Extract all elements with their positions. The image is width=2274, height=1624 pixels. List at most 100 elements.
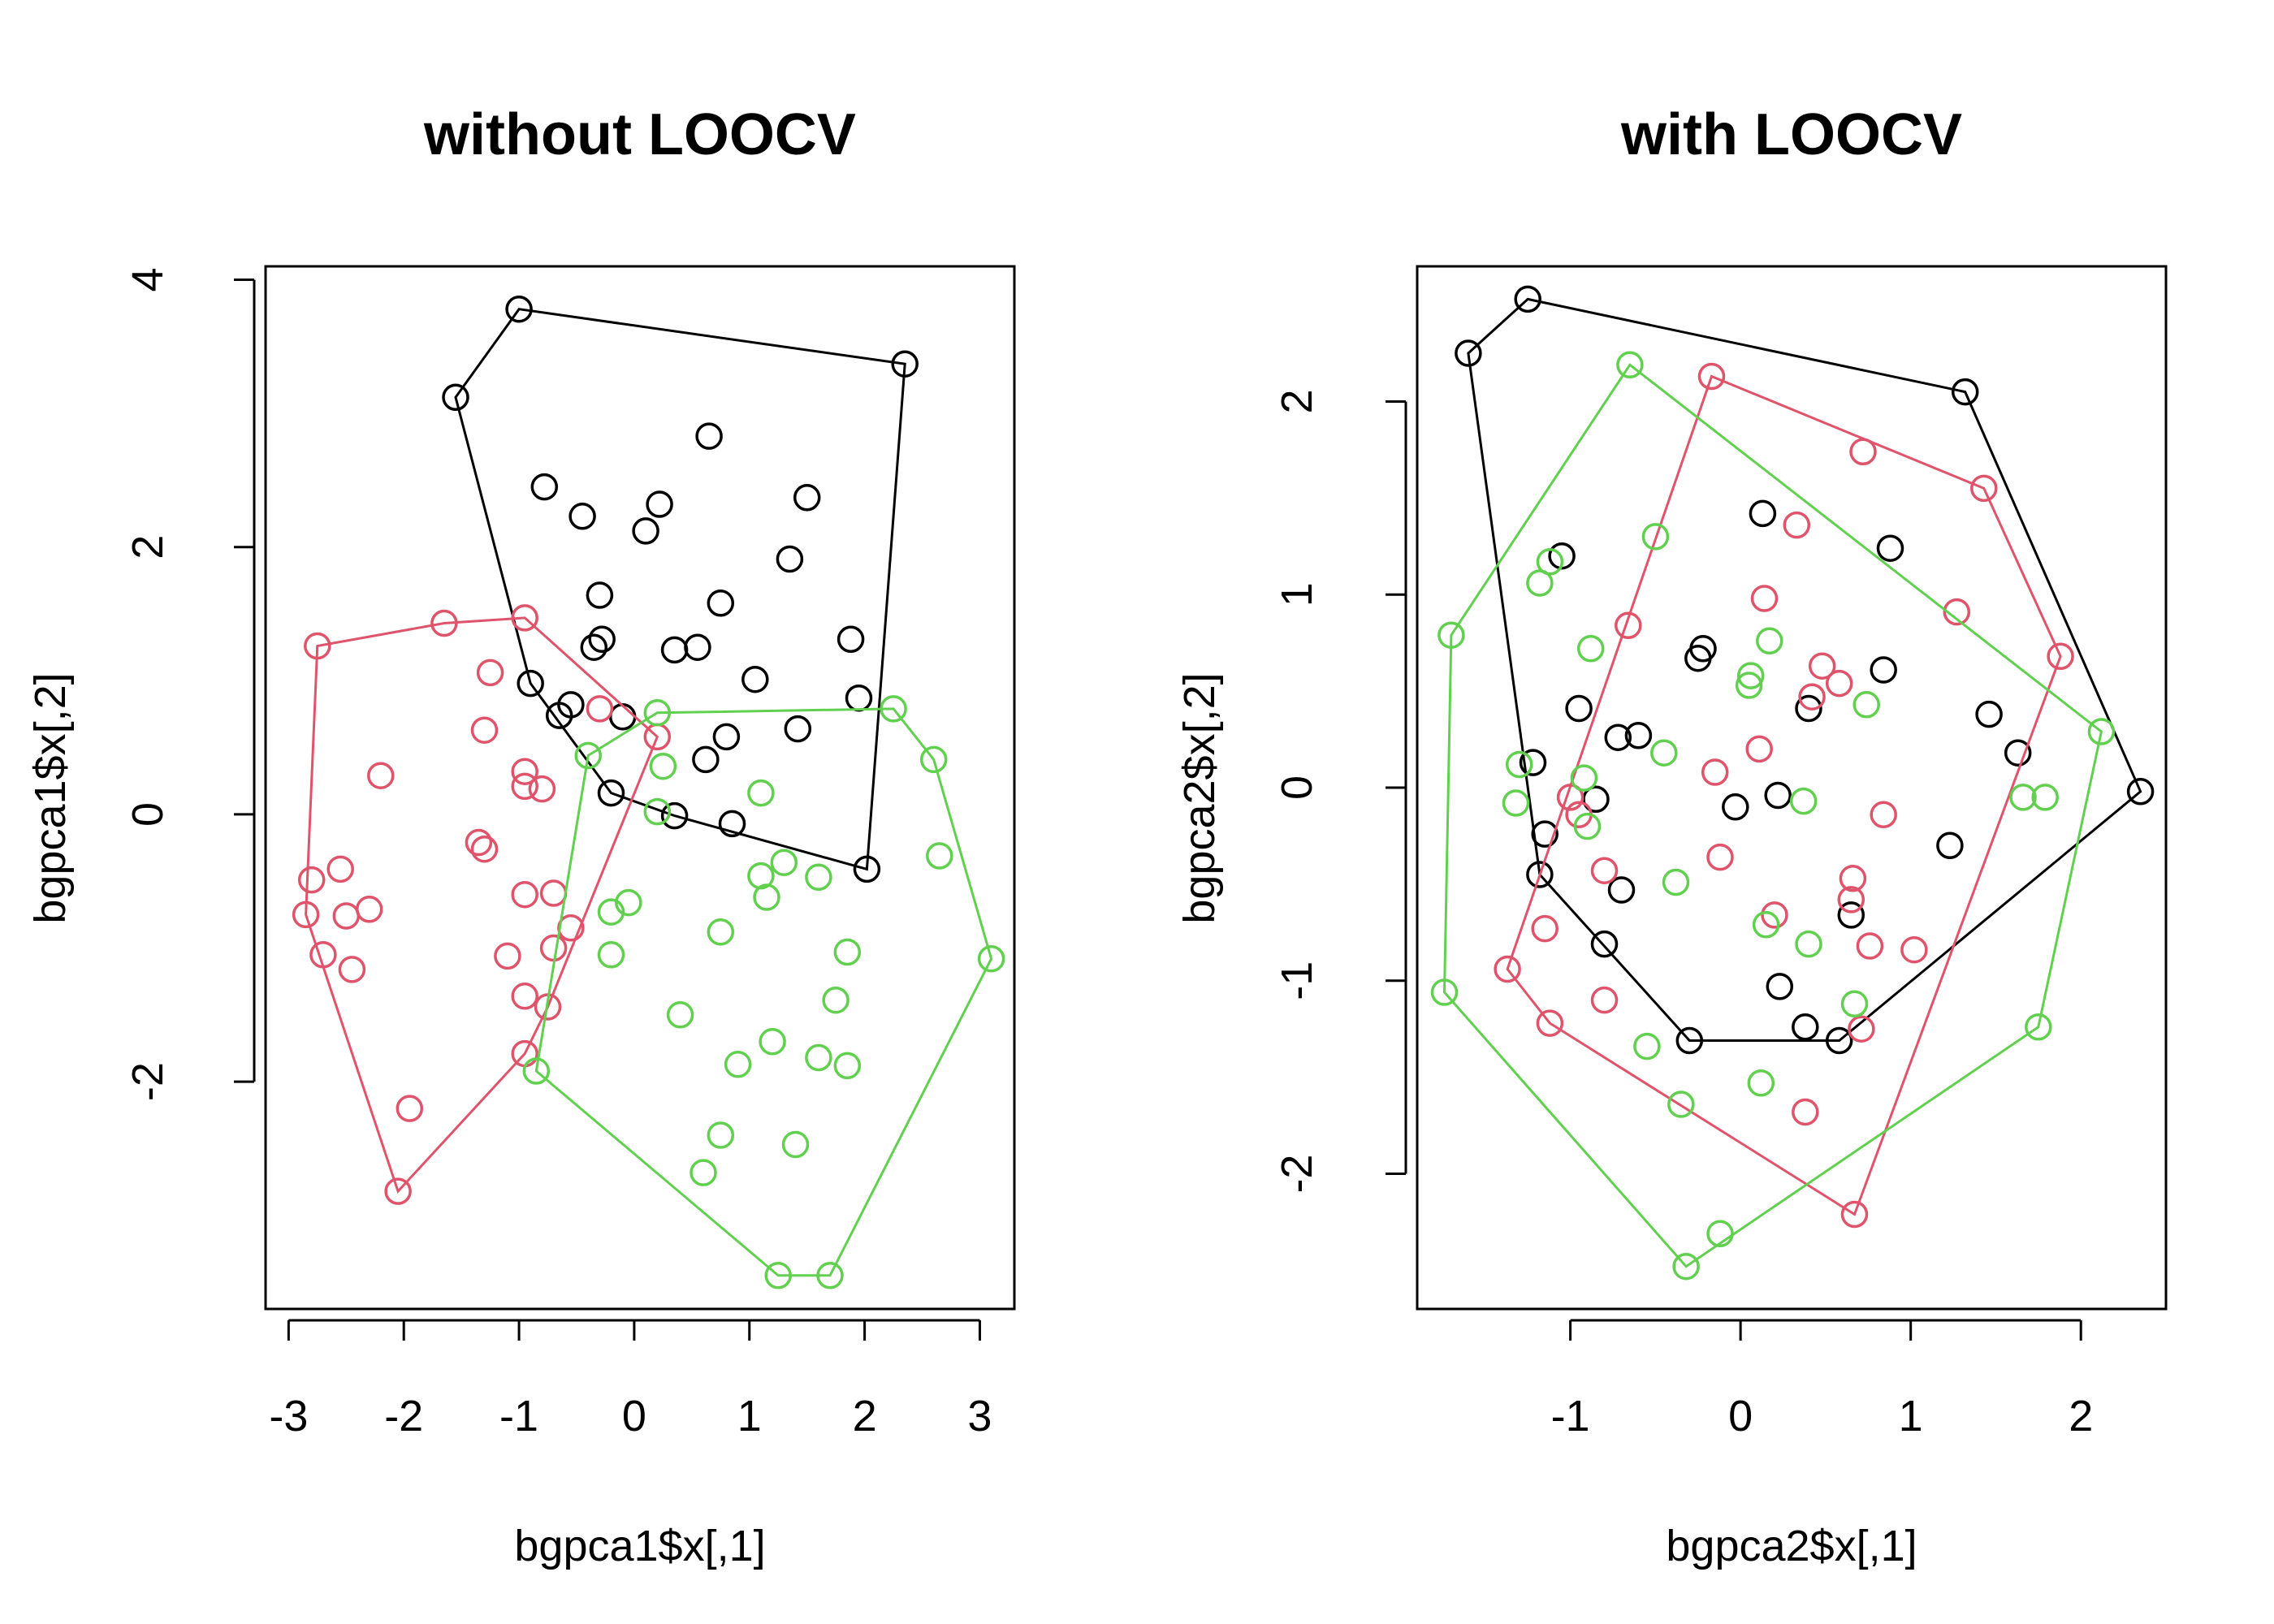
right-y-tick-label: 0 <box>1273 775 1321 800</box>
right-green-point <box>2087 718 2116 745</box>
right-green-point <box>1662 868 1690 896</box>
left-red-point <box>338 956 366 983</box>
right-green-point <box>1747 1069 1775 1097</box>
right-black-point <box>1722 793 1749 821</box>
right-green-group-hull <box>1442 363 2103 1268</box>
right-black-point <box>1795 694 1822 723</box>
left-red-point <box>511 604 538 632</box>
left-green-point <box>805 863 832 892</box>
left-red-point <box>332 902 361 930</box>
left-black-point <box>793 484 821 512</box>
left-red-point <box>297 866 326 894</box>
right-red-point <box>1837 886 1865 914</box>
right-green-point <box>1672 1252 1700 1281</box>
right-green-point <box>1736 662 1765 689</box>
right-black-point <box>1792 1013 1819 1041</box>
left-red-point <box>292 901 320 929</box>
left-red-point <box>511 880 538 909</box>
left-green-point <box>522 1057 551 1085</box>
right-black-point <box>1870 656 1897 684</box>
right-green-point <box>1752 911 1780 939</box>
left-black-point <box>891 350 919 378</box>
right-black-point <box>1604 723 1632 751</box>
left-green-point <box>649 752 677 780</box>
right-red-point <box>1848 1015 1875 1043</box>
left-y-tick-label: 2 <box>123 535 172 559</box>
left-green-point <box>919 745 948 774</box>
right-y-axis-label: bgpca2$x[,2] <box>1175 672 1224 923</box>
left-red-point <box>355 896 383 923</box>
left-green-point <box>615 888 642 917</box>
left-red-point <box>470 716 499 744</box>
right-green-point <box>1840 990 1869 1018</box>
left-x-tick-label: -2 <box>384 1392 423 1440</box>
right-black-point <box>1951 378 1979 406</box>
left-y-tick-label: 0 <box>123 802 172 827</box>
right-green-point <box>1570 764 1598 792</box>
left-green-point <box>977 944 1005 973</box>
left-black-point <box>608 703 637 731</box>
right-x-tick-label: 1 <box>1899 1392 1923 1440</box>
left-x-axis-label: bgpca1$x[,1] <box>514 1522 765 1570</box>
left-green-point <box>597 941 625 969</box>
left-red-point <box>511 772 538 801</box>
right-black-point <box>1766 973 1794 1000</box>
left-green-point <box>781 1130 810 1159</box>
right-green-point <box>1641 523 1670 551</box>
left-black-point <box>776 545 804 573</box>
right-red-point <box>1494 955 1521 983</box>
right-red-point <box>1590 986 1619 1014</box>
right-red-point <box>1745 735 1773 763</box>
right-black-point <box>1455 339 1482 367</box>
right-red-point <box>1792 1098 1819 1126</box>
right-green-point <box>1852 691 1880 719</box>
left-green-point <box>724 1051 752 1078</box>
right-green-point <box>1526 569 1554 597</box>
left-red-point <box>511 758 538 785</box>
left-green-point <box>753 883 780 911</box>
right-green-point <box>1576 635 1605 663</box>
right-red-point <box>1701 758 1729 786</box>
right-x-tick-label: 2 <box>2069 1392 2093 1440</box>
right-black-point <box>1526 861 1554 888</box>
left-green-point <box>764 1262 792 1289</box>
right-red-point <box>1706 843 1734 871</box>
right-red-point <box>1536 1009 1564 1037</box>
right-red-point <box>1900 935 1928 964</box>
right-green-point <box>1650 739 1678 767</box>
right-red-point <box>1856 932 1884 960</box>
left-red-point <box>494 942 521 970</box>
left-red-point <box>430 609 458 637</box>
right-red-point <box>2047 642 2074 671</box>
left-black-point <box>853 855 881 883</box>
right-black-point <box>1607 876 1636 904</box>
right-red-point <box>1590 857 1619 884</box>
right-red-point <box>1761 901 1788 929</box>
left-green-point <box>643 699 672 727</box>
left-y-tick-label: -2 <box>123 1062 172 1101</box>
right-y-tick-label: -2 <box>1273 1155 1321 1194</box>
left-green-point <box>805 1043 832 1072</box>
left-black-point <box>660 801 689 830</box>
right-red-point <box>1798 683 1826 710</box>
right-black-point <box>1519 749 1547 776</box>
left-plot-panel: without LOOCV bgpca1$x[,1] bgpca1$x[,2] … <box>26 102 1016 1570</box>
left-green-point <box>770 849 798 876</box>
right-green-point <box>1706 1220 1734 1248</box>
left-black-point <box>660 636 689 664</box>
right-black-point <box>1749 499 1777 528</box>
right-plot-frame <box>1416 265 2168 1311</box>
left-green-point <box>666 1001 694 1029</box>
right-red-point <box>1783 511 1811 539</box>
left-green-point <box>822 986 850 1014</box>
right-black-point <box>1590 930 1619 958</box>
left-red-group-hull <box>305 616 659 1194</box>
right-black-point <box>1825 1026 1853 1055</box>
right-green-point <box>1756 627 1783 655</box>
right-green-point <box>2025 1013 2052 1041</box>
right-black-group-hull <box>1467 297 2142 1042</box>
right-green-point <box>2031 784 2059 811</box>
right-green-point <box>1633 1032 1661 1060</box>
left-green-point <box>643 797 672 826</box>
left-black-point <box>718 810 746 838</box>
